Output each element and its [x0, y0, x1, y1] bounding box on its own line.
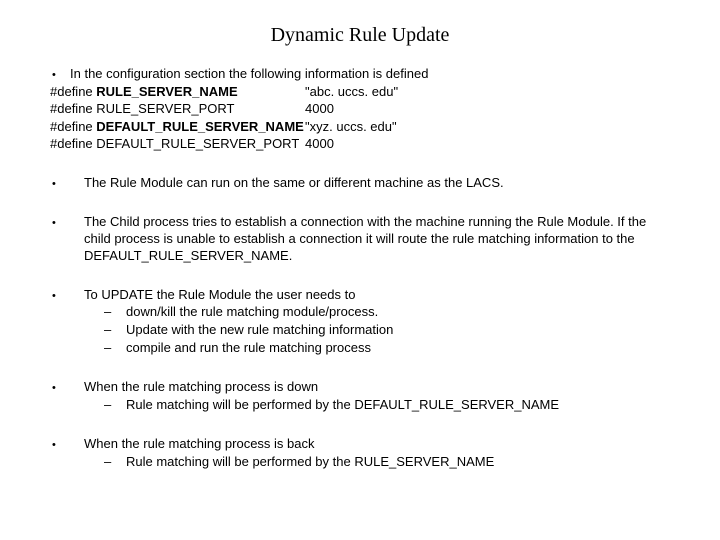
- define-prefix: #define RULE_SERVER_PORT: [50, 101, 235, 116]
- intro-text: In the configuration section the followi…: [70, 65, 428, 83]
- sub-text: Rule matching will be performed by the D…: [126, 397, 559, 414]
- bullet-icon: [50, 436, 84, 471]
- define-value: "abc. uccs. edu": [305, 83, 398, 101]
- sub-item: Rule matching will be performed by the D…: [84, 397, 670, 414]
- dash-icon: [104, 397, 126, 414]
- sub-text: down/kill the rule matching module/proce…: [126, 304, 378, 321]
- define-prefix: #define: [50, 84, 96, 99]
- bullet-icon: [50, 379, 84, 414]
- sub-text: Rule matching will be performed by the R…: [126, 454, 494, 471]
- dash-icon: [104, 340, 126, 357]
- sub-item: compile and run the rule matching proces…: [84, 340, 670, 357]
- define-value: 4000: [305, 135, 334, 153]
- config-section: In the configuration section the followi…: [50, 65, 670, 153]
- list-item: The Child process tries to establish a c…: [50, 214, 670, 265]
- bullet-icon: [50, 287, 84, 358]
- sub-item: Update with the new rule matching inform…: [84, 322, 670, 339]
- sub-item: Rule matching will be performed by the R…: [84, 454, 670, 471]
- item-text: The Child process tries to establish a c…: [84, 214, 670, 265]
- item-text: The Rule Module can run on the same or d…: [84, 175, 670, 192]
- bullet-icon: [50, 65, 70, 83]
- slide-title: Dynamic Rule Update: [50, 24, 670, 47]
- define-value: 4000: [305, 100, 334, 118]
- dash-icon: [104, 322, 126, 339]
- list-item: The Rule Module can run on the same or d…: [50, 175, 670, 192]
- dash-icon: [104, 304, 126, 321]
- intro-line: In the configuration section the followi…: [50, 65, 670, 83]
- define-row: #define DEFAULT_RULE_SERVER_PORT 4000: [50, 135, 670, 153]
- define-prefix: #define DEFAULT_RULE_SERVER_PORT: [50, 136, 299, 151]
- dash-icon: [104, 454, 126, 471]
- define-row: #define RULE_SERVER_NAME "abc. uccs. edu…: [50, 83, 670, 101]
- item-text: When the rule matching process is down: [84, 379, 670, 396]
- list-item: To UPDATE the Rule Module the user needs…: [50, 287, 670, 358]
- item-text: When the rule matching process is back: [84, 436, 670, 453]
- define-prefix: #define: [50, 119, 96, 134]
- sub-item: down/kill the rule matching module/proce…: [84, 304, 670, 321]
- item-text: To UPDATE the Rule Module the user needs…: [84, 287, 670, 304]
- bullet-icon: [50, 214, 84, 265]
- slide: Dynamic Rule Update In the configuration…: [0, 0, 720, 513]
- define-bold: RULE_SERVER_NAME: [96, 84, 237, 99]
- sub-text: Update with the new rule matching inform…: [126, 322, 393, 339]
- define-value: "xyz. uccs. edu": [305, 118, 397, 136]
- bullet-list: The Rule Module can run on the same or d…: [50, 175, 670, 471]
- define-row: #define RULE_SERVER_PORT 4000: [50, 100, 670, 118]
- list-item: When the rule matching process is back R…: [50, 436, 670, 471]
- sub-text: compile and run the rule matching proces…: [126, 340, 371, 357]
- define-row: #define DEFAULT_RULE_SERVER_NAME "xyz. u…: [50, 118, 670, 136]
- define-bold: DEFAULT_RULE_SERVER_NAME: [96, 119, 304, 134]
- list-item: When the rule matching process is down R…: [50, 379, 670, 414]
- bullet-icon: [50, 175, 84, 192]
